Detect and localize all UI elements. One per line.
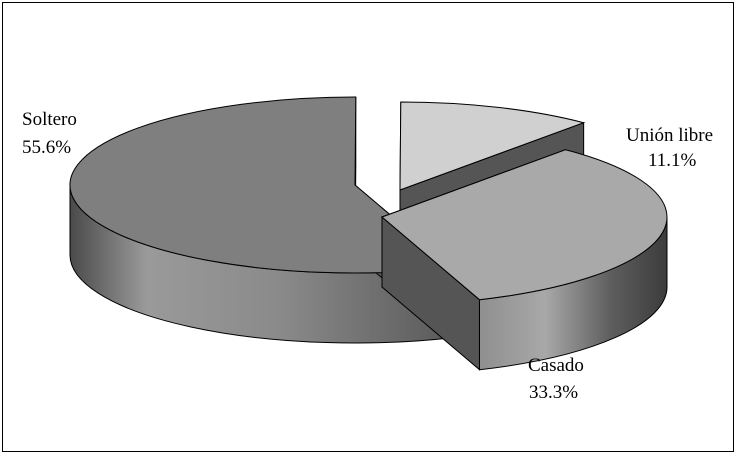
slice-value-casado: 33.3%: [529, 382, 578, 403]
slice-label-union-libre: Unión libre: [626, 125, 713, 146]
pie-slices: [69, 96, 668, 371]
slice-value-union-libre: 11.1%: [648, 150, 697, 171]
pie-slice-uni-n-libre: [399, 101, 586, 191]
slice-label-casado: Casado: [528, 355, 584, 376]
pie-slice-casado: [381, 149, 668, 301]
pie-slice-soltero: [69, 96, 454, 274]
slice-labels: Soltero 55.6% Unión libre 11.1% Casado 3…: [22, 109, 713, 403]
slice-label-soltero: Soltero: [22, 109, 77, 130]
slice-value-soltero: 55.6%: [22, 137, 71, 158]
